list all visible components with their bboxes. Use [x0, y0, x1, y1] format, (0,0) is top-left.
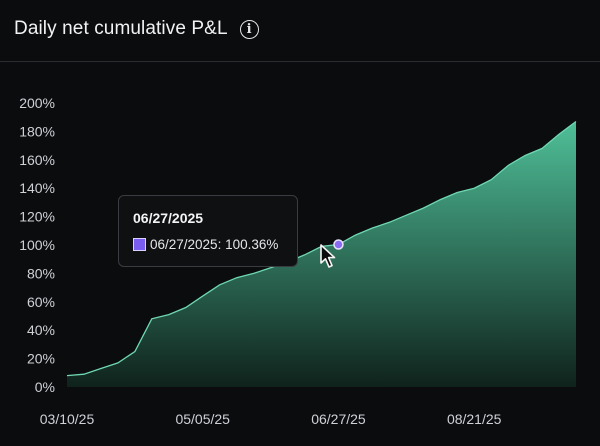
data-point: [304, 254, 306, 256]
mouse-pointer-icon: [320, 244, 336, 268]
data-point: [473, 187, 475, 189]
data-point: [185, 306, 187, 308]
y-tick-label: 60%: [27, 294, 55, 310]
pnl-area-chart: 0% 20% 40% 60% 80% 100% 120% 140% 160% 180% 200% 0…: [19, 95, 577, 427]
data-point: [100, 368, 102, 370]
y-tick-label: 120%: [19, 209, 55, 225]
data-point: [236, 277, 238, 279]
data-point: [66, 375, 68, 377]
y-tick-label: 180%: [19, 123, 55, 139]
data-point: [202, 295, 204, 297]
data-point: [117, 362, 119, 364]
tooltip-value-row: 06/27/2025: 100.36%: [133, 237, 283, 252]
data-point: [541, 147, 543, 149]
data-point: [270, 267, 272, 269]
chart-tooltip: 06/27/2025 06/27/2025: 100.36%: [118, 195, 298, 267]
y-tick-label: 40%: [27, 322, 55, 338]
y-tick-label: 200%: [19, 95, 55, 111]
data-point: [83, 373, 85, 375]
data-point: [490, 179, 492, 181]
x-tick-label: 06/27/25: [311, 411, 366, 427]
data-point: [575, 120, 577, 122]
tooltip-value: 06/27/2025: 100.36%: [150, 237, 279, 252]
data-point: [507, 164, 509, 166]
chart-title: Daily net cumulative P&L: [14, 18, 228, 39]
info-icon[interactable]: i: [239, 19, 259, 39]
data-point: [456, 191, 458, 193]
y-tick-label: 80%: [27, 265, 55, 281]
data-point: [524, 155, 526, 157]
highlighted-point[interactable]: [333, 239, 344, 250]
x-tick-label: 03/10/25: [40, 411, 95, 427]
data-point: [439, 199, 441, 201]
data-point: [168, 314, 170, 316]
x-tick-label: 08/21/25: [447, 411, 502, 427]
chart-header: Daily net cumulative P&L i: [14, 14, 259, 44]
y-tick-label: 0%: [35, 379, 55, 395]
data-point: [558, 133, 560, 135]
data-point: [371, 227, 373, 229]
y-tick-label: 100%: [19, 237, 55, 253]
x-axis: 03/10/25 05/05/25 06/27/25 08/21/25: [40, 411, 502, 427]
x-tick-label: 05/05/25: [175, 411, 230, 427]
y-axis: 0% 20% 40% 60% 80% 100% 120% 140% 160% 180% 200%: [19, 95, 55, 395]
y-tick-label: 160%: [19, 152, 55, 168]
data-point: [253, 272, 255, 274]
header-divider: [0, 61, 600, 62]
data-points: [66, 120, 577, 377]
tooltip-date: 06/27/2025: [133, 210, 204, 226]
series-swatch: [133, 238, 146, 251]
y-tick-label: 140%: [19, 180, 55, 196]
data-point: [405, 214, 407, 216]
data-point: [422, 207, 424, 209]
y-tick-label: 20%: [27, 351, 55, 367]
data-point: [354, 234, 356, 236]
data-point: [134, 351, 136, 353]
data-point: [388, 221, 390, 223]
data-point: [151, 318, 153, 320]
data-point: [219, 284, 221, 286]
